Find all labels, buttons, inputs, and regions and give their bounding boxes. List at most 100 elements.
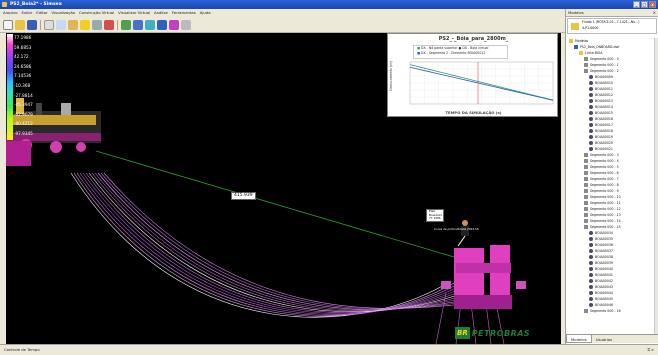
tab-usuarios[interactable]: Usuários — [595, 337, 613, 342]
tree-node[interactable]: Segmento 000 - 9 — [567, 188, 657, 194]
tree-element-item[interactable]: BOIA00016 — [567, 116, 657, 122]
seg-icon — [584, 69, 588, 73]
tree-node-label: BOIA00010 — [595, 81, 613, 85]
tree-node[interactable]: Segmento 000 - 11 — [567, 200, 657, 206]
legend-value: -97.9345 — [14, 130, 33, 136]
tree-element-item[interactable]: BOIA00020 — [567, 140, 657, 146]
tree-node[interactable]: Segmento 000 - 15 — [567, 224, 657, 230]
move-icon[interactable] — [133, 19, 143, 30]
tree-node-label: Segmento 000 - 12 — [590, 207, 621, 211]
menu-editar[interactable]: Editar — [36, 10, 48, 15]
seg-icon — [584, 57, 588, 61]
minimize-button[interactable]: _ — [633, 1, 640, 8]
toolbar-separator — [117, 19, 118, 30]
tree-element-item[interactable]: BOIA00044 — [567, 290, 657, 296]
tree-node-label: Modelos — [575, 39, 589, 43]
tree-node[interactable]: Segmento 000 - 8 — [567, 182, 657, 188]
dropdown-icon[interactable] — [181, 19, 191, 30]
legend-value: -27.8814 — [14, 92, 33, 98]
tree-element-item[interactable]: BOIA00010 — [567, 80, 657, 86]
chart-title: PS2_-_Bóia_para_2800m_ — [438, 36, 509, 42]
tree-element-item[interactable]: BOIA00013 — [567, 98, 657, 104]
tree-element-item[interactable]: BOIA00018 — [567, 128, 657, 134]
model-tree[interactable]: Modelos PS2_Boia_ONBOARD.dwf Linha BOIA Seg… — [567, 38, 657, 334]
tree-node[interactable]: Segmento 000 - 7 — [567, 176, 657, 182]
tree-node[interactable]: Segmento 000 - 1 — [567, 62, 657, 68]
tree-element-item[interactable]: BOIA00039 — [567, 260, 657, 266]
tree-node[interactable]: Segmento 000 - 5 — [567, 164, 657, 170]
tree-node[interactable]: Segmento 000 - 10 — [567, 194, 657, 200]
tree-element-item[interactable]: BOIA00041 — [567, 272, 657, 278]
tree-node[interactable]: Segmento 000 - 12 — [567, 206, 657, 212]
tree-element-item[interactable]: BOIA00040 — [567, 266, 657, 272]
tree-element-item[interactable]: BOIA00011 — [567, 86, 657, 92]
platform — [6, 98, 101, 166]
tree-element-item[interactable]: BOIA00021 — [567, 146, 657, 152]
tree-node[interactable]: Segmento 000 - 4 — [567, 158, 657, 164]
tree-element-item[interactable]: BOIA00014 — [567, 104, 657, 110]
tree-element-item[interactable]: BOIA00012 — [567, 92, 657, 98]
check-icon[interactable] — [121, 19, 131, 30]
rotate-icon[interactable] — [104, 19, 114, 30]
tree-element-item[interactable]: BOIA00015 — [567, 110, 657, 116]
legend-value: 77.1986 — [14, 35, 32, 40]
tree-scrollbar[interactable] — [654, 38, 658, 334]
models-panel-header: Modelos × — [566, 9, 658, 17]
new-icon[interactable] — [3, 19, 13, 30]
seg-icon — [584, 153, 588, 157]
menu-ferramentas[interactable]: Ferramentas — [171, 10, 196, 15]
tree-node[interactable]: Segmento 000 - 2 — [567, 68, 657, 74]
tree-element-item[interactable]: BOIA00037 — [567, 248, 657, 254]
color-icon[interactable] — [169, 19, 179, 30]
seg-icon — [584, 207, 588, 211]
save-icon[interactable] — [27, 19, 37, 30]
paste-icon[interactable] — [68, 19, 78, 30]
menu-construcao[interactable]: Construção Virtual — [78, 10, 115, 15]
tree-element-item[interactable]: BOIA00046 — [567, 302, 657, 308]
tree-element-item[interactable]: BOIA00043 — [567, 284, 657, 290]
tree-node[interactable]: PS2_Boia_ONBOARD.dwf — [567, 44, 657, 50]
tree-element-item[interactable]: BOIA00019 — [567, 134, 657, 140]
tab-modelos[interactable]: Modelos — [566, 335, 592, 343]
tree-node[interactable]: Segmento 000 - 16 — [567, 308, 657, 314]
tree-node[interactable]: Segmento 000 - 3 — [567, 152, 657, 158]
tree-element-item[interactable]: BOIA00034 — [567, 230, 657, 236]
tree-node[interactable]: Linha BOIA — [567, 50, 657, 56]
menu-visualizacao[interactable]: Visualização — [51, 10, 75, 15]
tree-element-item[interactable]: BOIA00038 — [567, 254, 657, 260]
tree-node[interactable]: Segmento 000 - 6 — [567, 170, 657, 176]
maximize-button[interactable]: □ — [641, 1, 648, 8]
tree-element-item[interactable]: BOIA00042 — [567, 278, 657, 284]
dot-icon — [589, 237, 593, 241]
tree-element-item[interactable]: BOIA00036 — [567, 242, 657, 248]
copy-icon[interactable] — [56, 19, 66, 30]
tree-node[interactable]: Segmento 000 - 13 — [567, 212, 657, 218]
menu-ajuda[interactable]: Ajuda — [199, 10, 211, 15]
seg-icon — [584, 219, 588, 223]
menu-analise[interactable]: Análise — [154, 10, 168, 15]
close-icon[interactable]: × — [652, 10, 656, 15]
tree-element-item[interactable]: BOIA00009 — [567, 74, 657, 80]
star-icon[interactable] — [80, 19, 90, 30]
tree-node-label: Segmento 000 - 1 — [590, 63, 619, 67]
tree-node[interactable]: Modelos — [567, 38, 657, 44]
tree-node[interactable]: Segmento 000 - 14 — [567, 218, 657, 224]
app-icon — [2, 2, 7, 7]
dot-icon — [589, 135, 593, 139]
wireframe-icon[interactable] — [44, 19, 54, 30]
chart-icon[interactable] — [157, 19, 167, 30]
menu-exibir[interactable]: Exibir — [21, 10, 33, 15]
model-selector[interactable]: Fluido 1 (ROTA 2.01...7.1421...Nu...) 4-… — [567, 18, 657, 34]
tree-node[interactable]: Segmento 000 - 0 — [567, 56, 657, 62]
menu-visualizar-virtual[interactable]: Visualizar Virtual — [118, 10, 151, 15]
cube-icon[interactable] — [145, 19, 155, 30]
tree-element-item[interactable]: BOIA00045 — [567, 296, 657, 302]
tree-element-item[interactable]: BOIA00017 — [567, 122, 657, 128]
tree-element-item[interactable]: BOIA00035 — [567, 236, 657, 242]
close-button[interactable]: x — [649, 1, 656, 8]
menu-arquivo[interactable]: Arquivo — [3, 10, 18, 15]
result-chart-panel[interactable]: PS2_-_Bóia_para_2800m_ ■ DX - Nó ponta s… — [387, 33, 558, 117]
tool-icon[interactable] — [92, 19, 102, 30]
tree-node-label: BOIA00045 — [595, 297, 613, 301]
open-icon[interactable] — [15, 19, 25, 30]
